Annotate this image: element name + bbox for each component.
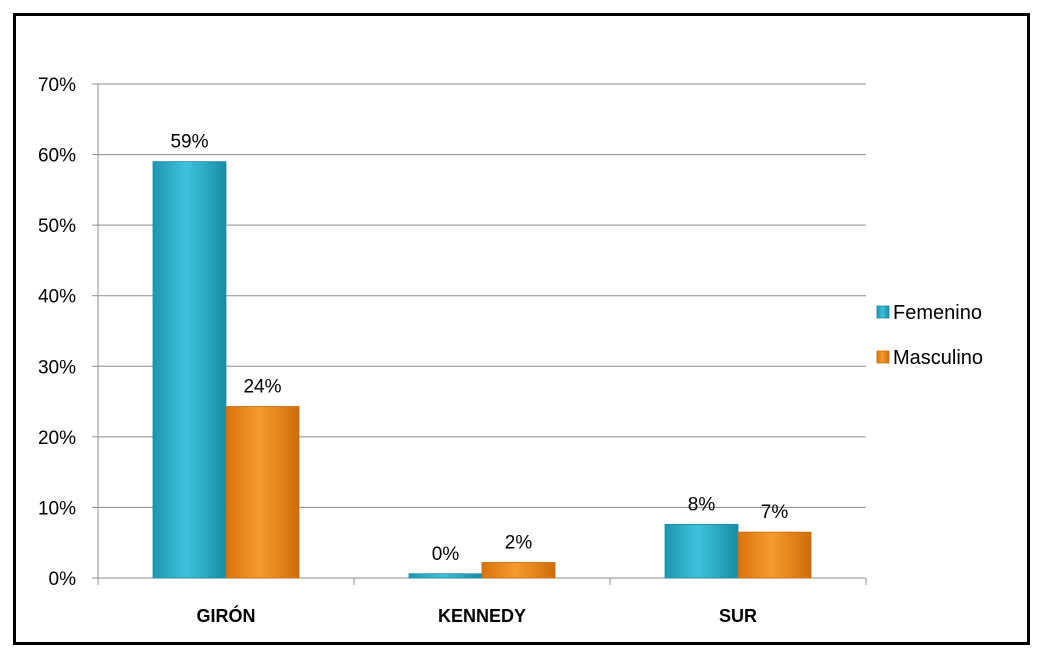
y-tick-label: 50% (38, 216, 76, 237)
x-tick-label: GIRÓN (196, 605, 255, 626)
legend: Femenino Masculino (876, 302, 983, 369)
y-tick-label: 0% (49, 569, 77, 590)
data-labels: 59% 24% 0% 2% 8% 7% (170, 132, 788, 565)
data-label: 24% (243, 377, 281, 398)
data-label: 7% (761, 502, 789, 523)
y-tick-label: 70% (38, 75, 76, 96)
y-tick-label: 40% (38, 287, 76, 308)
data-label: 59% (170, 132, 208, 153)
bar-femenino (664, 523, 739, 579)
x-tick-label: SUR (719, 606, 757, 626)
x-tick-label: KENNEDY (438, 606, 526, 626)
bar-masculino (737, 531, 812, 579)
y-tick-label: 60% (38, 146, 76, 167)
y-tick-label: 20% (38, 428, 76, 449)
legend-label-femenino: Femenino (893, 302, 982, 324)
axes: 0% 10% 20% 30% 40% 50% 60% 70% GIRÓN KENNEDY SUR (38, 75, 867, 626)
bar-femenino (152, 161, 227, 579)
y-tick-label: 10% (38, 498, 76, 519)
legend-label-masculino: Masculino (893, 347, 983, 369)
bar-femenino (408, 573, 483, 579)
legend-swatch-masculino (876, 350, 890, 364)
y-tick-label: 30% (38, 357, 76, 378)
bars (152, 161, 812, 579)
data-label: 0% (432, 544, 460, 565)
bar-masculino (481, 562, 556, 579)
data-label: 2% (505, 532, 533, 553)
bar-masculino (225, 406, 300, 579)
legend-swatch-femenino (876, 305, 890, 319)
data-label: 8% (688, 494, 716, 515)
